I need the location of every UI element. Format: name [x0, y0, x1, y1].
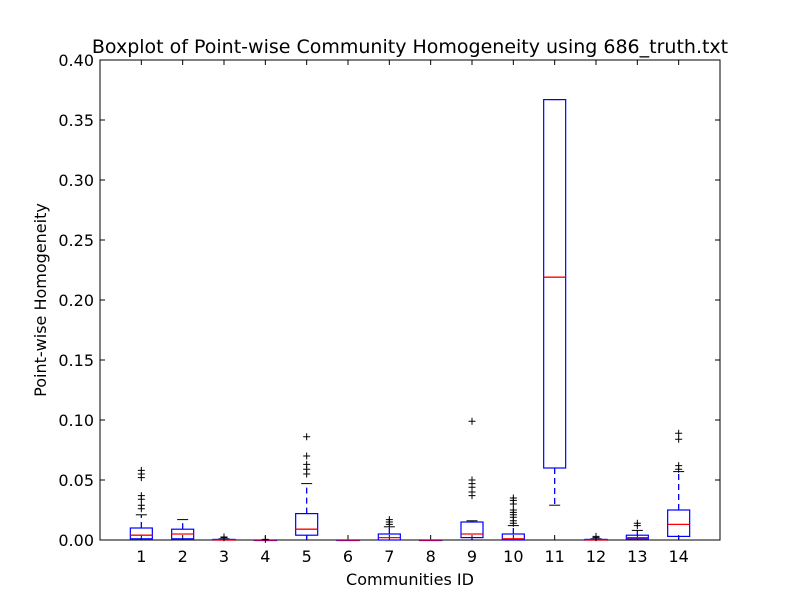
outlier-point [468, 476, 476, 484]
outlier-point [468, 417, 476, 425]
outlier-point [675, 462, 683, 470]
box-iqr-11 [543, 98, 567, 469]
box-iqr-9 [460, 521, 484, 539]
outlier-point [137, 466, 145, 474]
x-tick-label: 14 [668, 547, 688, 566]
y-tick-label: 0.10 [58, 411, 94, 430]
outlier-point [675, 429, 683, 437]
x-tick-label: 4 [260, 547, 270, 566]
y-tick-label: 0.00 [58, 531, 94, 550]
outlier-point [303, 452, 311, 460]
outlier-point [592, 532, 600, 540]
x-tick-label: 7 [384, 547, 394, 566]
outlier-point [137, 492, 145, 500]
y-tick-label: 0.35 [58, 111, 94, 130]
x-tick-label: 1 [136, 547, 146, 566]
outlier-point [137, 501, 145, 509]
outlier-point [261, 535, 269, 543]
y-tick-label: 0.20 [58, 291, 94, 310]
outlier-point [633, 519, 641, 527]
x-tick-label: 12 [586, 547, 606, 566]
y-axis-label: Point-wise Homogeneity [31, 203, 50, 397]
y-tick-label: 0.15 [58, 351, 94, 370]
x-axis-label: Communities ID [346, 570, 474, 589]
box-iqr-10 [501, 533, 525, 541]
outlier-point [385, 516, 393, 524]
x-tick-label: 10 [503, 547, 523, 566]
y-tick-label: 0.25 [58, 231, 94, 250]
x-tick-label: 8 [426, 547, 436, 566]
outlier-point [303, 460, 311, 468]
x-tick-label: 5 [302, 547, 312, 566]
x-tick-label: 6 [343, 547, 353, 566]
x-tick-label: 9 [467, 547, 477, 566]
chart-title: Boxplot of Point-wise Community Homogene… [92, 36, 728, 58]
x-tick-label: 2 [178, 547, 188, 566]
outlier-point [509, 506, 517, 514]
outlier-point [509, 494, 517, 502]
plot-area: 0.000.050.100.150.200.250.300.350.401 2 3 4… [58, 51, 721, 566]
box-iqr-14 [667, 509, 691, 537]
y-tick-label: 0.40 [58, 51, 94, 70]
axes-frame [99, 59, 721, 541]
box-iqr-5 [295, 512, 319, 536]
x-tick-label: 3 [219, 547, 229, 566]
x-tick-label: 11 [544, 547, 564, 566]
outlier-point [303, 433, 311, 441]
outlier-point [675, 435, 683, 443]
x-tick-label: 13 [627, 547, 647, 566]
outlier-point [220, 533, 228, 541]
y-tick-label: 0.05 [58, 471, 94, 490]
y-tick-label: 0.30 [58, 171, 94, 190]
box-iqr-1 [129, 527, 153, 540]
